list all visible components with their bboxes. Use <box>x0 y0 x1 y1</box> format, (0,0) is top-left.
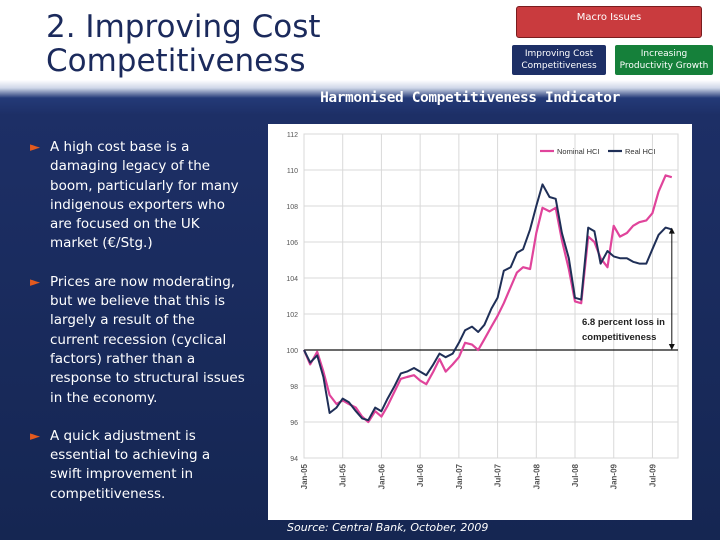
x-tick-label: Jan-06 <box>377 463 386 489</box>
y-tick-label: 104 <box>286 276 298 283</box>
bullet-2-line-1: Prices are now moderating, <box>50 273 236 290</box>
x-tick-label: Jul-06 <box>416 463 425 487</box>
y-tick-label: 100 <box>286 348 298 355</box>
legend-label: Real HCI <box>625 147 655 156</box>
bullet-2-line-4: current recession (cyclical <box>50 331 227 348</box>
y-tick-label: 96 <box>290 420 298 427</box>
bullet-3-line-2: essential to achieving a <box>50 447 211 464</box>
annotation-line-2: competitiveness <box>582 332 656 343</box>
bullet-2-line-6: response to structural issues <box>50 370 245 387</box>
series-line-real-hci <box>303 183 673 422</box>
bullet-2-line-3: largely a result of the <box>50 312 195 329</box>
page-title-line-2: Competitiveness <box>46 43 306 79</box>
x-tick-label: Jul-08 <box>571 463 580 487</box>
increasing-productivity-growth-button[interactable]: Increasing Productivity Growth <box>614 44 714 76</box>
x-tick-label: Jan-07 <box>455 463 464 489</box>
cost-button-line-1: Improving Cost <box>524 49 594 59</box>
y-tick-label: 94 <box>290 456 298 463</box>
improving-cost-competitiveness-button[interactable]: Improving Cost Competitiveness <box>511 44 607 76</box>
page-title: 2. Improving Cost Competitiveness <box>46 10 321 78</box>
chart-heading: Harmonised Competitiveness Indicator <box>320 90 620 106</box>
bullet-2-line-5: factors) rather than a <box>50 350 196 367</box>
bullet-1-line-2: damaging legacy of the <box>50 158 211 175</box>
bullet-1-line-4: indigenous exporters who <box>50 196 225 213</box>
bullet-3-line-1: A quick adjustment is <box>50 427 196 444</box>
hci-chart: 94 96 98 100 102 104 106 108 110 112 Jan-05 Jul-05… <box>268 124 692 520</box>
bullet-arrow-icon: ► <box>30 274 40 290</box>
y-tick-label: 102 <box>286 312 298 319</box>
x-tick-label: Jul-07 <box>494 463 503 487</box>
x-tick-label: Jul-09 <box>648 463 657 487</box>
chart-background <box>268 124 692 520</box>
bullet-1-line-6: market (€/Stg.) <box>50 235 153 252</box>
bullet-2-line-2: but we believe that this is <box>50 293 226 310</box>
bullet-3-line-3: swift improvement in <box>50 466 194 483</box>
bullet-2-line-7: in the economy. <box>50 389 158 406</box>
bullet-list: ► A high cost base is a damaging legacy … <box>30 138 262 504</box>
bullet-3-line-4: competitiveness. <box>50 485 166 502</box>
source-prefix: Source: <box>287 521 329 534</box>
productivity-button-line-1: Increasing <box>640 49 688 59</box>
annotation-arrowhead-up <box>668 227 675 234</box>
hci-chart-svg: 94 96 98 100 102 104 106 108 110 112 Jan-05 Jul-05… <box>268 124 692 520</box>
y-tick-label: 106 <box>286 240 298 247</box>
bullet-arrow-icon: ► <box>30 140 40 155</box>
source-note: Source: Central Bank, October, 2009 <box>287 521 488 534</box>
bullet-1-line-1: A high cost base is a <box>50 139 190 155</box>
bullet-1-line-3: boom, particularly for many <box>50 177 239 194</box>
x-tick-label: Jan-09 <box>610 463 619 489</box>
productivity-button-line-2: Productivity Growth <box>619 61 709 71</box>
macro-issues-button[interactable]: Macro Issues <box>516 6 702 38</box>
annotation-arrowhead-down <box>668 344 675 350</box>
bullet-1-line-5: are focused on the UK <box>50 216 200 233</box>
bullet-item-3: ► A quick adjustment is essential to ach… <box>30 427 262 504</box>
bullet-item-2: ► Prices are now moderating, but we beli… <box>30 273 262 408</box>
y-tick-label: 108 <box>286 204 298 211</box>
page-title-line-1: 2. Improving Cost <box>46 9 321 45</box>
legend-label: Nominal HCI <box>557 147 600 156</box>
y-tick-label: 112 <box>287 132 298 139</box>
x-tick-label: Jan-05 <box>300 463 309 489</box>
annotation-line-1: 6.8 percent loss in <box>582 317 665 328</box>
cost-button-line-2: Competitiveness <box>521 61 597 71</box>
bullet-item-1: ► A high cost base is a damaging legacy … <box>30 138 262 254</box>
bullet-arrow-icon: ► <box>30 428 40 444</box>
source-text: Central Bank, October, 2009 <box>328 521 489 534</box>
x-tick-label: Jan-08 <box>532 463 541 489</box>
y-tick-label: 98 <box>290 384 298 391</box>
x-tick-label: Jul-05 <box>339 463 348 487</box>
y-tick-label: 110 <box>287 168 298 175</box>
